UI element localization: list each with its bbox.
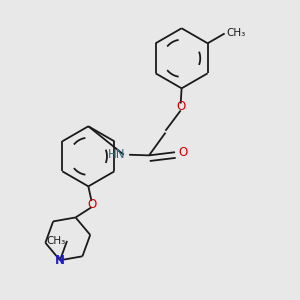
Text: O: O (87, 198, 96, 211)
Text: N: N (55, 254, 65, 267)
Text: O: O (178, 146, 188, 159)
Text: CH₃: CH₃ (46, 236, 65, 246)
Text: CH₃: CH₃ (226, 28, 245, 38)
Text: O: O (176, 100, 185, 113)
Text: HN: HN (108, 148, 125, 161)
